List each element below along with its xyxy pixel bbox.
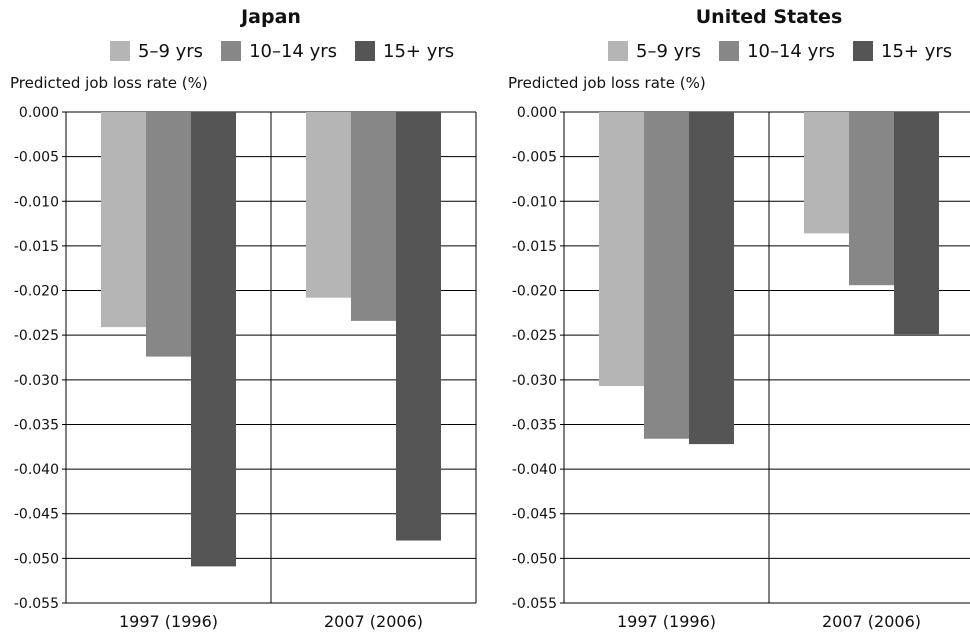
japan-bar-chart: 0.000 -0.005 -0.010 -0.015 -0.020 -0.025 -0.03… [0, 0, 485, 634]
bar [894, 112, 939, 334]
x-tick-label: 1997 (1996) [119, 612, 218, 631]
bar [351, 112, 396, 321]
y-tick-label: -0.040 [512, 462, 557, 478]
x-tick-label: 1997 (1996) [617, 612, 716, 631]
bar [101, 112, 146, 327]
y-tick-label: -0.015 [512, 239, 557, 255]
chart-panel-united-states: United States 5–9 yrs 10–14 yrs 15+ yrs … [498, 0, 970, 634]
y-tick-label: -0.025 [14, 328, 59, 344]
bar [804, 112, 849, 233]
y-tick-label: 0.000 [19, 105, 59, 121]
bar [849, 112, 894, 285]
y-tick-label: -0.030 [512, 373, 557, 389]
y-tick-label: -0.050 [14, 551, 59, 567]
y-tick-label: 0.000 [517, 105, 557, 121]
y-tick-label: -0.050 [512, 551, 557, 567]
y-tick-label: -0.005 [512, 150, 557, 166]
y-tick-label: -0.035 [512, 417, 557, 433]
bar [644, 112, 689, 439]
y-tick-label: -0.055 [512, 596, 557, 612]
bar [306, 112, 351, 298]
y-tick-label: -0.010 [14, 194, 59, 210]
bar [396, 112, 441, 541]
y-tick-label: -0.045 [512, 507, 557, 523]
y-tick-label: -0.055 [14, 596, 59, 612]
y-tick-label: -0.010 [512, 194, 557, 210]
x-tick-label: 2007 (2006) [324, 612, 423, 631]
y-tick-label: -0.035 [14, 417, 59, 433]
y-tick-label: -0.030 [14, 373, 59, 389]
chart-panel-japan: Japan 5–9 yrs 10–14 yrs 15+ yrs Predicte… [0, 0, 485, 634]
y-tick-label: -0.025 [512, 328, 557, 344]
united-states-bar-chart: 0.000 -0.005 -0.010 -0.015 -0.020 -0.025 -0.03… [498, 0, 970, 634]
y-tick-label: -0.045 [14, 507, 59, 523]
bar [599, 112, 644, 386]
y-tick-label: -0.020 [512, 284, 557, 300]
bar [146, 112, 191, 357]
bar [689, 112, 734, 444]
bar [191, 112, 236, 566]
y-tick-label: -0.005 [14, 150, 59, 166]
y-tick-label: -0.020 [14, 284, 59, 300]
y-tick-label: -0.040 [14, 462, 59, 478]
x-tick-label: 2007 (2006) [822, 612, 921, 631]
y-tick-label: -0.015 [14, 239, 59, 255]
